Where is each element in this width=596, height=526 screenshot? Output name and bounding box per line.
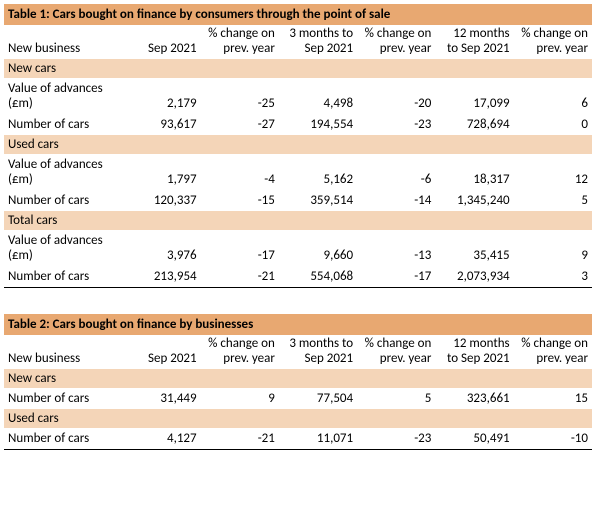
col-header: New business (4, 25, 122, 59)
col-header: Sep 2021 (122, 335, 200, 369)
cell: 5 (357, 388, 435, 409)
row-label: Number of cars (4, 190, 122, 211)
cell: -21 (201, 428, 279, 449)
cell: -10 (514, 428, 592, 449)
col-header: % change on prev. year (357, 25, 435, 59)
cell: -17 (201, 230, 279, 266)
cell: 9 (201, 388, 279, 409)
cell: 93,617 (122, 114, 200, 135)
cell: 3,976 (122, 230, 200, 266)
table-row: Number of cars 213,954 -21 554,068 -17 2… (4, 266, 592, 287)
cell: 77,504 (279, 388, 357, 409)
section-label: New cars (4, 59, 592, 78)
cell: 9 (514, 230, 592, 266)
section-label: Used cars (4, 135, 592, 154)
cell: 1,345,240 (435, 190, 513, 211)
table-title: Table 2: Cars bought on finance by busin… (4, 314, 592, 335)
cell: 12 (514, 154, 592, 190)
table-row: Number of cars 31,449 9 77,504 5 323,661… (4, 388, 592, 409)
section-label: Total cars (4, 211, 592, 230)
cell: 11,071 (279, 428, 357, 449)
cell: 4,498 (279, 78, 357, 114)
cell: 17,099 (435, 78, 513, 114)
col-header: 12 months to Sep 2021 (435, 25, 513, 59)
cell: -21 (201, 266, 279, 287)
cell: 120,337 (122, 190, 200, 211)
cell: 5,162 (279, 154, 357, 190)
cell: 50,491 (435, 428, 513, 449)
cell: 6 (514, 78, 592, 114)
row-label: Value of advances (£m) (4, 230, 122, 266)
cell: 554,068 (279, 266, 357, 287)
cell: -4 (201, 154, 279, 190)
section-label: New cars (4, 369, 592, 388)
table-row: Number of cars 4,127 -21 11,071 -23 50,4… (4, 428, 592, 449)
cell: 359,514 (279, 190, 357, 211)
cell: 213,954 (122, 266, 200, 287)
cell: 4,127 (122, 428, 200, 449)
col-header: % change on prev. year (201, 335, 279, 369)
col-header: 12 months to Sep 2021 (435, 335, 513, 369)
cell: -15 (201, 190, 279, 211)
table-row: Value of advances (£m) 1,797 -4 5,162 -6… (4, 154, 592, 190)
row-label: Number of cars (4, 428, 122, 449)
cell: -23 (357, 428, 435, 449)
cell: -20 (357, 78, 435, 114)
col-header: 3 months to Sep 2021 (279, 25, 357, 59)
cell: 2,179 (122, 78, 200, 114)
col-header: Sep 2021 (122, 25, 200, 59)
cell: 2,073,934 (435, 266, 513, 287)
cell: 1,797 (122, 154, 200, 190)
col-header: New business (4, 335, 122, 369)
cell: 194,554 (279, 114, 357, 135)
cell: -14 (357, 190, 435, 211)
table-consumers: Table 1: Cars bought on finance by consu… (4, 4, 592, 288)
col-header: % change on prev. year (514, 335, 592, 369)
cell: 728,694 (435, 114, 513, 135)
cell: 35,415 (435, 230, 513, 266)
cell: -23 (357, 114, 435, 135)
cell: 0 (514, 114, 592, 135)
section-label: Used cars (4, 409, 592, 428)
cell: 5 (514, 190, 592, 211)
row-label: Value of advances (£m) (4, 78, 122, 114)
row-label: Number of cars (4, 266, 122, 287)
cell: -27 (201, 114, 279, 135)
cell: -17 (357, 266, 435, 287)
cell: 18,317 (435, 154, 513, 190)
cell: 31,449 (122, 388, 200, 409)
table-businesses: Table 2: Cars bought on finance by busin… (4, 314, 592, 450)
cell: -13 (357, 230, 435, 266)
table-header-row: New business Sep 2021 % change on prev. … (4, 25, 592, 59)
col-header: % change on prev. year (201, 25, 279, 59)
col-header: 3 months to Sep 2021 (279, 335, 357, 369)
table-row: Value of advances (£m) 3,976 -17 9,660 -… (4, 230, 592, 266)
cell: 15 (514, 388, 592, 409)
cell: -25 (201, 78, 279, 114)
row-label: Number of cars (4, 388, 122, 409)
table-row: Number of cars 93,617 -27 194,554 -23 72… (4, 114, 592, 135)
table-row: Number of cars 120,337 -15 359,514 -14 1… (4, 190, 592, 211)
table-header-row: New business Sep 2021 % change on prev. … (4, 335, 592, 369)
cell: 323,661 (435, 388, 513, 409)
cell: -6 (357, 154, 435, 190)
row-label: Value of advances (£m) (4, 154, 122, 190)
row-label: Number of cars (4, 114, 122, 135)
col-header: % change on prev. year (514, 25, 592, 59)
table-row: Value of advances (£m) 2,179 -25 4,498 -… (4, 78, 592, 114)
cell: 9,660 (279, 230, 357, 266)
cell: 3 (514, 266, 592, 287)
col-header: % change on prev. year (357, 335, 435, 369)
table-title: Table 1: Cars bought on finance by consu… (4, 4, 592, 25)
